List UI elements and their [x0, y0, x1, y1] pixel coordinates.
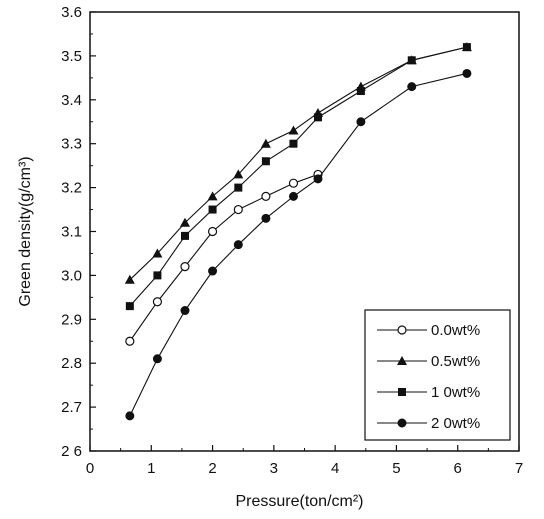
- data-point-s1-5: [260, 138, 271, 148]
- x-tick-label: 6: [454, 460, 462, 477]
- x-axis-label: Pressure(ton/cm²): [235, 493, 363, 510]
- data-point-s3-7: [313, 174, 323, 184]
- x-tick-label: 4: [331, 460, 339, 477]
- legend-label: 2 0wt%: [431, 415, 480, 432]
- data-point-s3-4: [233, 240, 243, 250]
- x-tick-label: 5: [392, 460, 400, 477]
- y-tick-label: 2.9: [61, 311, 82, 328]
- y-tick-label: 3.6: [61, 4, 82, 21]
- y-tick-label: 3.2: [61, 180, 82, 197]
- data-point-s3-5: [261, 213, 271, 223]
- data-point-s2-2: [180, 231, 189, 240]
- x-tick-label: 7: [515, 460, 523, 477]
- data-point-s3-2: [180, 306, 190, 316]
- data-point-s1-1: [152, 248, 163, 258]
- legend-marker: [397, 356, 407, 365]
- data-point-s3-8: [356, 117, 366, 127]
- series-line-1: [129, 46, 468, 281]
- data-point-s0-4: [233, 204, 243, 215]
- legend-box: [364, 309, 511, 441]
- legend-label: 1 0wt%: [431, 384, 480, 401]
- series-line-0: [129, 173, 319, 342]
- data-point-s2-8: [356, 87, 365, 96]
- data-point-s0-6: [288, 178, 299, 188]
- legend-marker: [398, 388, 406, 396]
- y-tick-label: 2.8: [61, 355, 82, 372]
- legend-marker: [397, 418, 407, 428]
- data-point-s2-0: [125, 302, 134, 311]
- data-point-s0-3: [207, 226, 218, 237]
- y-tick-label: 2 6: [61, 443, 82, 460]
- legend-label: 0.0wt%: [431, 322, 480, 339]
- data-point-s2-3: [208, 205, 217, 214]
- y-tick-label: 3.5: [61, 48, 82, 65]
- data-point-s2-9: [407, 56, 416, 65]
- x-tick-label: 3: [270, 460, 278, 477]
- data-point-s0-2: [180, 262, 190, 272]
- legend-label: 0.5wt%: [431, 353, 480, 370]
- plot-layer: 0 1 2 3 4 5 6 7 2 6 2.7 2.8 2.9 3.0 3.1 3.2 3.3 3.4 3.5 3.…: [17, 4, 523, 510]
- y-axis-label: Green density(g/cm³): [17, 156, 34, 306]
- data-point-s3-10: [462, 68, 472, 78]
- y-tick-label: 3.0: [61, 267, 82, 284]
- x-tick-label: 1: [147, 460, 155, 477]
- data-point-s2-4: [234, 183, 243, 192]
- data-point-s2-5: [261, 157, 270, 166]
- y-tick-label: 3.1: [61, 224, 82, 241]
- data-point-s0-0: [125, 336, 135, 346]
- data-point-s0-1: [152, 297, 163, 307]
- data-point-s1-0: [124, 274, 135, 284]
- x-tick-label: 2: [208, 460, 216, 477]
- data-point-s3-0: [125, 411, 135, 421]
- data-point-s3-6: [288, 191, 298, 201]
- data-point-s2-6: [289, 139, 298, 148]
- data-point-s1-2: [179, 217, 190, 227]
- data-point-s3-1: [152, 354, 162, 364]
- data-point-s3-9: [407, 82, 417, 92]
- data-point-s2-10: [462, 43, 471, 52]
- y-tick-label: 2.7: [61, 399, 82, 416]
- data-point-s3-3: [208, 266, 218, 276]
- x-tick-label: 0: [86, 460, 94, 477]
- legend-marker: [397, 325, 407, 335]
- y-tick-label: 3.4: [61, 92, 82, 109]
- data-point-s0-5: [261, 191, 271, 201]
- y-tick-label: 3.3: [61, 136, 82, 153]
- data-point-s1-3: [207, 191, 218, 201]
- data-point-s1-4: [233, 169, 244, 179]
- data-point-s2-7: [313, 113, 322, 122]
- data-point-s2-1: [153, 271, 162, 280]
- data-point-s1-6: [288, 125, 299, 135]
